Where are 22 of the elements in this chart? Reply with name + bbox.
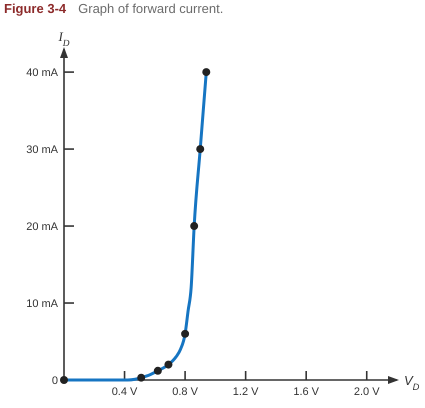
point: [202, 68, 210, 76]
x-tick-label: 1.2 V: [232, 386, 260, 398]
y-tick-label: 40 mA: [26, 66, 59, 79]
x-tick-label: 1.6 V: [293, 386, 320, 398]
y-axis-title: I$_{D}$: [57, 29, 70, 49]
y-tick-label: 0: [52, 374, 58, 387]
point: [196, 145, 204, 154]
x-tick-label: 0.8 V: [172, 386, 199, 398]
y-tick-label: 20 mA: [26, 220, 59, 233]
x-tick-label: 0.4 V: [112, 386, 138, 398]
point: [190, 222, 198, 230]
point: [137, 374, 146, 382]
chart-title: Figure 3-4: [4, 1, 67, 16]
x-axis-title: V$_{D}$: [404, 373, 420, 392]
y-tick-label: 30 mA: [26, 144, 59, 156]
y-tick-label: 10 mA: [26, 298, 59, 310]
point: [60, 376, 68, 384]
point: [181, 330, 190, 338]
x-tick-label: 2.0 V: [354, 386, 380, 398]
point: [164, 360, 172, 369]
chart-subtitle: Graph of forward current.: [78, 1, 224, 16]
point: [154, 366, 162, 375]
